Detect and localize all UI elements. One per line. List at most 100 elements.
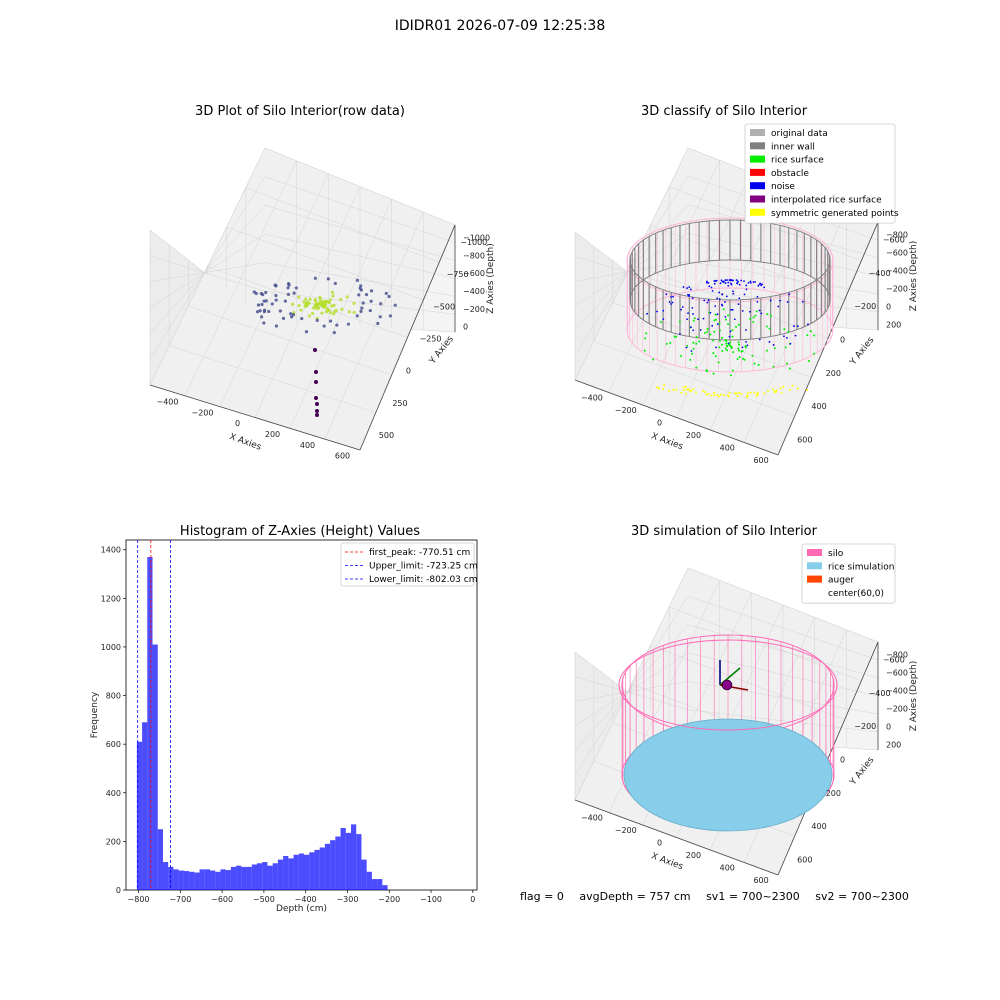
histogram-bar: [330, 840, 335, 890]
classify-noise-point: [708, 285, 710, 287]
classify-noise-point: [730, 309, 732, 311]
classify-rice-point: [719, 330, 721, 332]
raw-point: [369, 309, 372, 312]
raw-x-tick: −200: [192, 408, 214, 417]
classify-legend-swatch: [750, 182, 765, 189]
classify-symmetric-point: [772, 389, 774, 391]
classify-legend-label: obstacle: [771, 169, 809, 179]
classify-noise-point: [690, 326, 692, 328]
classify-rice-point: [732, 351, 734, 353]
raw-point: [362, 301, 365, 304]
raw-outlier-point: [314, 396, 318, 400]
raw-point: [299, 308, 302, 311]
raw-z-tick: −400: [463, 287, 485, 296]
histogram-y-tick: 600: [106, 740, 121, 749]
classify-rice-point: [732, 336, 734, 338]
classify-symmetric-point: [675, 389, 677, 391]
classify-rice-point: [726, 349, 728, 351]
classify-symmetric-point: [706, 394, 708, 396]
classify-legend-swatch: [750, 169, 765, 176]
raw-point: [340, 308, 343, 311]
classify-noise-point: [745, 285, 747, 287]
classify-noise-point: [672, 296, 674, 298]
classify-noise-point: [734, 318, 736, 320]
classify-rice-point: [731, 329, 733, 331]
histogram-bar: [267, 866, 272, 890]
classify-noise-point: [687, 312, 689, 314]
classify-y-tick: 600: [797, 435, 812, 444]
classify-noise-point: [723, 280, 725, 282]
histogram-bar: [382, 885, 387, 890]
classify-noise-point: [788, 293, 790, 295]
sim-x-tick: 400: [720, 863, 735, 872]
classify-rice-point: [695, 343, 697, 345]
raw-outlier-point: [314, 380, 318, 384]
classify-rice-point: [738, 349, 740, 351]
classify-rice-point: [692, 342, 694, 344]
histogram-x-tick: −700: [169, 895, 191, 904]
classify-noise-point: [743, 280, 745, 282]
raw-point: [333, 331, 336, 334]
classify-noise-point: [760, 312, 762, 314]
classify-rice-point: [644, 337, 646, 339]
classify-rice-point: [713, 373, 715, 375]
raw-y-tick: 500: [379, 431, 394, 440]
histogram-x-tick: −500: [253, 895, 275, 904]
classify-rice-point: [680, 355, 682, 357]
classify-rice-point: [753, 363, 755, 365]
classify-noise-point: [738, 303, 740, 305]
classify-noise-point: [759, 339, 761, 341]
histogram-bar: [184, 871, 189, 890]
classify-noise-point: [683, 286, 685, 288]
histogram-bar: [283, 856, 288, 890]
classify-rice-point: [725, 343, 727, 345]
classify-noise-point: [790, 343, 792, 345]
raw-point: [279, 309, 282, 312]
sim-y-tick: 400: [811, 822, 826, 831]
histogram-bar: [252, 864, 257, 890]
classify-symmetric-point: [753, 391, 755, 393]
classify-noise-point: [726, 279, 728, 281]
classify-rice-point: [769, 328, 771, 330]
classify-rice-point: [756, 310, 758, 312]
raw-point: [287, 283, 290, 286]
classify-symmetric-point: [695, 391, 697, 393]
classify-rice-point: [718, 361, 720, 363]
classify-noise-point: [795, 335, 797, 337]
sim-x-tick: 200: [686, 851, 701, 860]
classify-rice-point: [645, 332, 647, 334]
sim-x-tick: −400: [581, 813, 603, 822]
raw-point: [291, 303, 294, 306]
raw-point: [315, 307, 318, 310]
raw-point: [271, 302, 274, 305]
raw-point: [387, 295, 390, 298]
raw-point: [260, 292, 263, 295]
raw-point: [329, 298, 332, 301]
histogram-y-tick: 800: [106, 692, 121, 701]
raw-point: [365, 293, 368, 296]
histogram-bar: [189, 872, 194, 890]
classify-rice-point: [695, 367, 697, 369]
classify-legend-label: interpolated rice surface: [771, 196, 882, 206]
raw-point: [262, 321, 265, 324]
sim-z-tick: −200: [886, 705, 908, 714]
status-line: flag = 0 avgDepth = 757 cm sv1 = 700~230…: [520, 890, 921, 903]
classify-noise-point: [729, 279, 731, 281]
classify-noise-point: [756, 301, 758, 303]
classify-z-tick: −600: [886, 249, 908, 258]
raw-point: [379, 315, 382, 318]
classify-rice-point: [709, 333, 711, 335]
histogram-plot-area: [126, 540, 477, 890]
classify-noise-point: [692, 313, 694, 315]
classify-rice-point: [739, 356, 741, 358]
raw-point: [267, 310, 270, 313]
classify-noise-point: [711, 287, 713, 289]
histogram-x-tick: −600: [211, 895, 233, 904]
classify-noise-point: [725, 282, 727, 284]
histogram-x-tick: 0: [470, 895, 475, 904]
sim-rice-surface: [624, 719, 832, 831]
classify-noise-point: [777, 306, 779, 308]
raw-point: [274, 283, 277, 286]
classify-symmetric-point: [704, 391, 706, 393]
sim-y-tick: 0: [840, 756, 845, 765]
